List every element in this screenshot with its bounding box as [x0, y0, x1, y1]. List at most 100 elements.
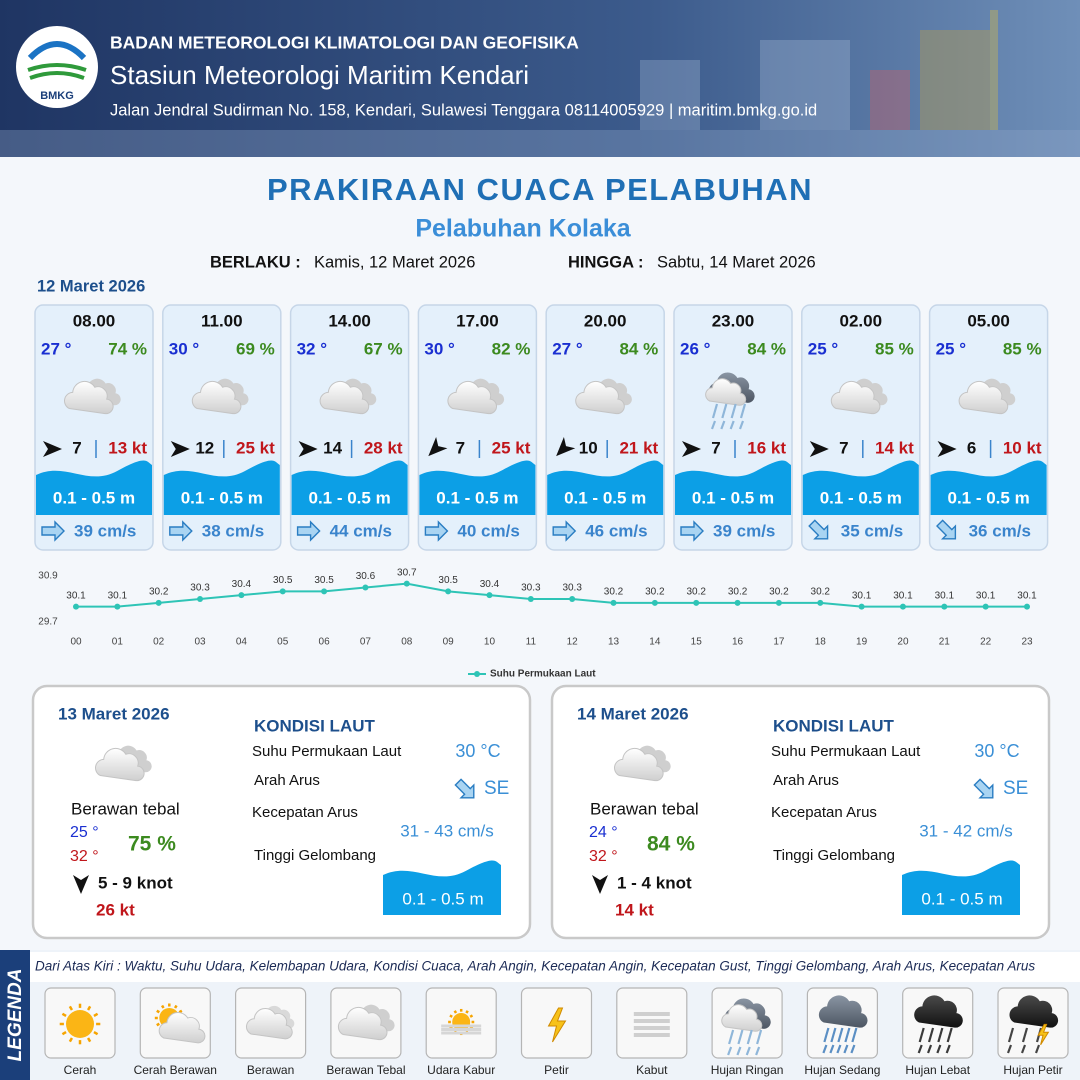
valid-from: Kamis, 12 Maret 2026	[314, 253, 475, 271]
cloud	[1009, 995, 1059, 1028]
card-current: 36 cm/s	[969, 521, 1031, 540]
wind-arrow	[592, 875, 608, 894]
x-tick-label: 16	[732, 637, 744, 648]
day-humidity: 84 %	[647, 833, 695, 856]
day-temp-max: 32 °	[70, 848, 99, 865]
card-wave: 0.1 - 0.5 m	[436, 488, 518, 507]
data-point	[610, 599, 617, 606]
cloud	[337, 1006, 388, 1041]
card-time: 23.00	[712, 311, 755, 330]
card-humidity: 82 %	[492, 339, 531, 358]
sun-ray	[156, 1009, 160, 1014]
day-wind: 1 - 4 knot	[617, 873, 692, 892]
x-tick-label: 18	[815, 637, 827, 648]
card-gust: 25 kt	[236, 438, 275, 457]
rain-drop	[1020, 1044, 1027, 1054]
x-tick-label: 01	[112, 637, 124, 648]
rain-drop	[936, 1044, 942, 1054]
legend-description: Dari Atas Kiri : Waktu, Suhu Udara, Kele…	[35, 959, 1035, 974]
wave-shape	[547, 460, 664, 515]
sun-ray	[465, 1010, 469, 1014]
rain-drop	[843, 1044, 849, 1054]
data-label: 30.3	[190, 583, 210, 594]
data-point	[899, 603, 906, 610]
legend-description-band	[30, 952, 1080, 982]
weather-icon	[337, 1004, 395, 1041]
weather-icon	[705, 372, 755, 430]
card-temperature: 27 °	[552, 339, 583, 358]
cloud	[614, 747, 664, 782]
rain-drop	[721, 403, 728, 419]
card-wave: 0.1 - 0.5 m	[692, 488, 774, 507]
data-label: 30.3	[521, 583, 541, 594]
current-arrow	[424, 520, 449, 542]
lightning	[1037, 1023, 1050, 1046]
wave-shape	[902, 860, 1020, 915]
wave-shape	[291, 460, 408, 515]
rain-drop	[927, 1044, 933, 1054]
data-point	[73, 603, 79, 610]
card-wave: 0.1 - 0.5 m	[564, 488, 646, 507]
weather-icon	[914, 995, 963, 1054]
valid-from-label: BERLAKU :	[210, 253, 301, 271]
data-label: 30.2	[811, 586, 831, 597]
card-wave: 0.1 - 0.5 m	[947, 488, 1029, 507]
weather-icon	[1006, 995, 1059, 1054]
sun-ray	[68, 1037, 74, 1043]
card-gust: 21 kt	[619, 438, 658, 457]
card-temperature: 25 °	[808, 339, 839, 358]
x-tick-label: 09	[443, 637, 455, 648]
rain-drop	[830, 1027, 837, 1043]
x-tick-label: 12	[567, 637, 579, 648]
sun-ray	[86, 1005, 92, 1011]
header-decoration	[0, 10, 1080, 157]
rain-drop	[730, 403, 737, 419]
cloud	[721, 1004, 763, 1032]
rain-drop	[1021, 1027, 1029, 1043]
wave-shape	[383, 860, 501, 915]
rain-drop	[850, 1044, 856, 1054]
legend-side-band	[0, 950, 30, 1080]
data-label: 30.1	[1017, 590, 1037, 601]
weather-icon	[447, 378, 505, 415]
data-label: 30.5	[438, 575, 458, 586]
page-title: PRAKIRAAN CUACA PELABUHAN	[267, 172, 813, 207]
current-arrow	[454, 778, 475, 799]
weather-icon	[614, 745, 671, 782]
day-temp-min: 25 °	[70, 824, 99, 841]
weather-icon	[441, 1008, 482, 1036]
data-point	[527, 596, 534, 602]
card-current: 39 cm/s	[713, 521, 775, 540]
card-current: 44 cm/s	[330, 521, 392, 540]
legend-item-label: Cerah Berawan	[134, 1063, 217, 1077]
y-tick-label: 29.7	[38, 617, 58, 628]
day-temp-max: 32 °	[589, 848, 618, 865]
sea-title: KONDISI LAUT	[254, 716, 376, 735]
x-tick-label: 00	[70, 637, 82, 648]
card-temperature: 30 °	[169, 339, 200, 358]
current-arrow	[808, 519, 829, 540]
current-arrow	[552, 520, 577, 542]
x-tick-label: 05	[277, 637, 289, 648]
rain-drop	[836, 1044, 842, 1054]
valid-to-label: HINGGA :	[568, 253, 643, 271]
x-tick-label: 10	[484, 637, 496, 648]
rain-drop	[822, 1044, 828, 1054]
cloud	[818, 995, 868, 1028]
current-arrow	[936, 519, 957, 540]
day-date: 14 Maret 2026	[577, 704, 689, 723]
data-label: 30.4	[232, 579, 252, 590]
weather-icon	[547, 1007, 567, 1043]
current-arrow	[41, 520, 65, 542]
x-tick-label: 11	[526, 637, 537, 648]
legend-item-label: Berawan Tebal	[326, 1063, 405, 1077]
card-gust: 13 kt	[108, 438, 147, 457]
data-label: 30.1	[976, 590, 996, 601]
current-arrow	[680, 520, 704, 542]
card-temperature: 32 °	[297, 339, 328, 358]
card-gust: 10 kt	[1003, 438, 1042, 457]
card-humidity: 85 %	[1003, 339, 1042, 358]
legend-item-label: Petir	[544, 1063, 569, 1077]
wave-shape	[930, 460, 1047, 515]
